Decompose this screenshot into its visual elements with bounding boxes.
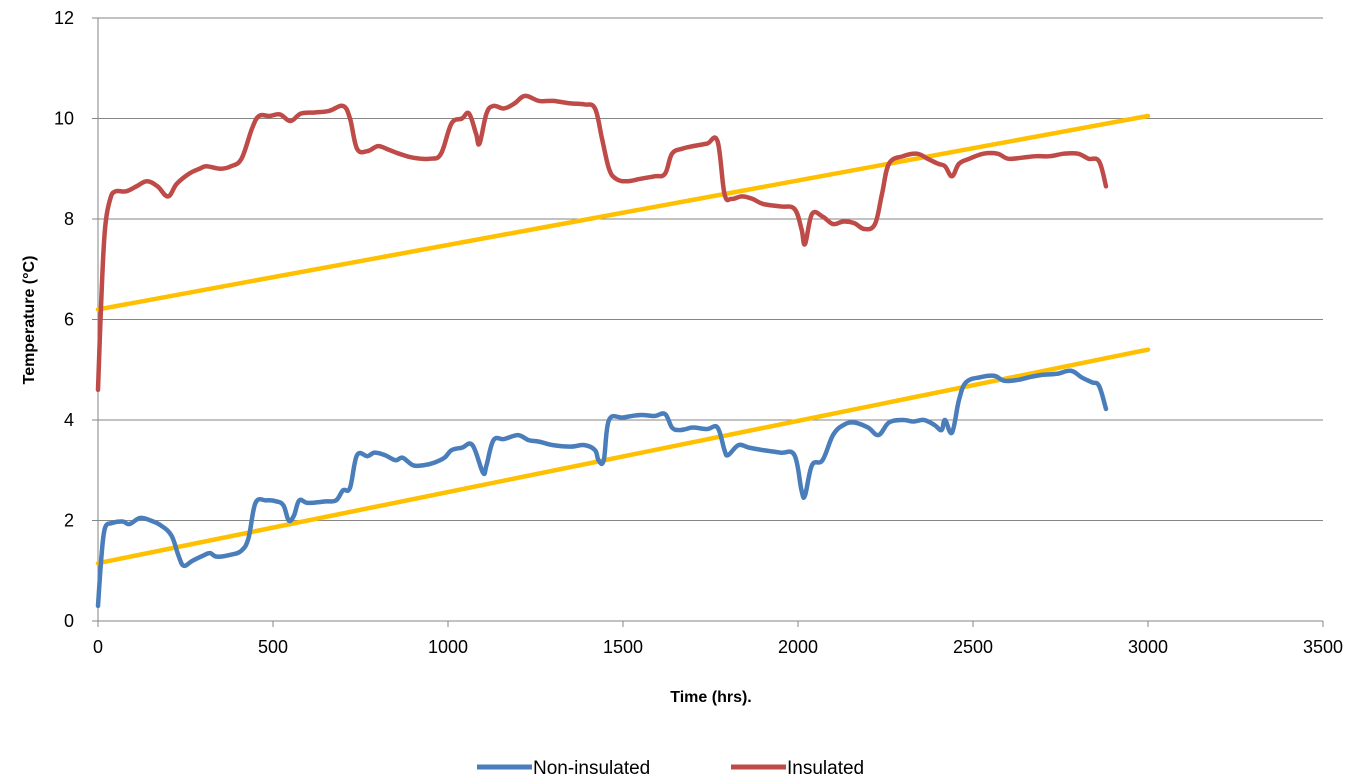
x-tick-label: 3500 bbox=[1303, 637, 1343, 657]
legend-item-insulated: Insulated bbox=[731, 758, 864, 779]
x-tick-label: 2000 bbox=[778, 637, 818, 657]
y-axis-title: Temperature (°C) bbox=[21, 256, 38, 385]
y-tick-label: 10 bbox=[54, 109, 74, 129]
legend: Non-insulated Insulated bbox=[477, 758, 864, 779]
axes bbox=[92, 17, 1324, 627]
series-line-insulated bbox=[95, 93, 1109, 393]
trendline-2 bbox=[95, 113, 1151, 312]
legend-item-non-insulated: Non-insulated bbox=[477, 758, 650, 779]
y-tick-label: 8 bbox=[64, 209, 74, 229]
x-axis-title: Time (hrs). bbox=[670, 689, 752, 706]
x-tick-label: 0 bbox=[93, 637, 103, 657]
tick-labels: 0 2 4 6 8 10 12 0 500 1000 1500 2000 2500 3000 3500 bbox=[54, 8, 1343, 657]
y-tick-label: 4 bbox=[64, 410, 74, 430]
y-tick-label: 2 bbox=[64, 511, 74, 531]
y-tick-label: 12 bbox=[54, 8, 74, 28]
x-tick-label: 500 bbox=[258, 637, 288, 657]
x-tick-label: 3000 bbox=[1128, 637, 1168, 657]
legend-label-non-insulated: Non-insulated bbox=[533, 758, 650, 779]
x-tick-label: 1500 bbox=[603, 637, 643, 657]
trendline-1 bbox=[95, 347, 1151, 566]
x-tick-label: 1000 bbox=[428, 637, 468, 657]
gridlines bbox=[98, 17, 1323, 521]
legend-label-insulated: Insulated bbox=[787, 758, 864, 779]
trendlines bbox=[95, 113, 1151, 566]
series-line-non-insulated bbox=[95, 368, 1109, 609]
x-tick-label: 2500 bbox=[953, 637, 993, 657]
y-tick-label: 0 bbox=[64, 611, 74, 631]
series-lines bbox=[95, 93, 1109, 609]
y-tick-label: 6 bbox=[64, 310, 74, 330]
